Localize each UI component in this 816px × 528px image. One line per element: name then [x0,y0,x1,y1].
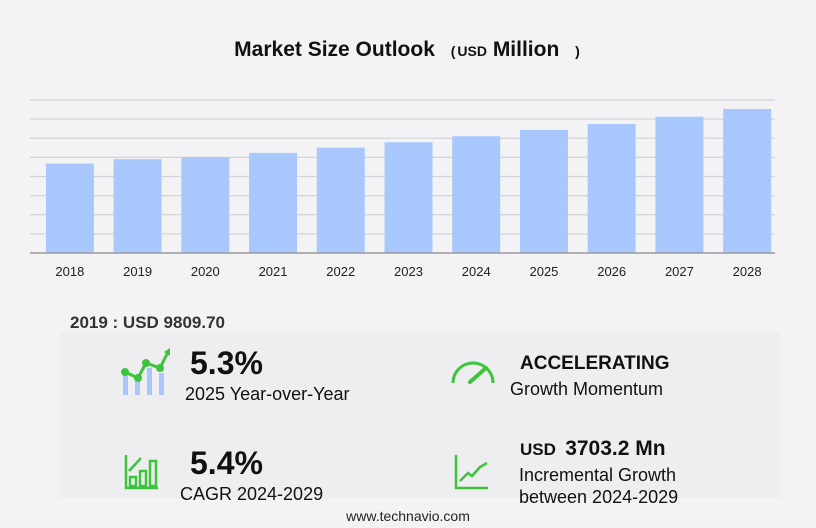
bar-2025 [519,129,568,253]
x-tick-label: 2020 [191,264,220,279]
cagr-label: CAGR 2024-2029 [180,484,324,504]
bar-2027 [655,116,704,253]
footer-url: www.technavio.com [346,508,470,524]
x-tick-label: 2022 [326,264,355,279]
incremental-label-1: Incremental Growth [519,465,677,485]
bar-2026 [587,123,636,253]
x-tick-label: 2027 [665,264,694,279]
momentum-value: ACCELERATING [520,353,670,374]
bar-2019 [113,159,162,253]
bar-growth-icon [124,455,158,490]
stats-panel [60,333,780,498]
bar-chart: 2018 2019 2020 2021 2022 2023 2024 2025 2026 2027… [30,99,775,279]
speedometer-icon [451,361,495,384]
title-unit: USD [457,43,487,59]
incremental-value: USD 3703.2 Mn [520,437,666,461]
bar-2028 [723,108,772,253]
title-main: Market Size Outlook [234,38,435,61]
x-tick-label: 2024 [462,264,491,279]
chart-title: Market Size Outlook (USD Million ) [0,38,816,62]
bar-2022 [316,147,365,253]
title-paren-close: ) [575,43,580,59]
x-tick-label: 2018 [55,264,84,279]
title-unit-word: Million [492,38,560,61]
bar-2024 [452,136,501,253]
yoy-value: 5.3% [190,345,263,381]
reference-value: 2019 : USD 9809.70 [70,313,225,332]
x-tick-label: 2025 [529,264,558,279]
incremental-label-2: between 2024-2029 [519,487,679,507]
x-tick-label: 2019 [123,264,152,279]
x-tick-label: 2021 [259,264,288,279]
title-paren-open: ( [450,43,456,59]
bar-2020 [181,157,230,253]
x-tick-label: 2026 [597,264,626,279]
line-growth-icon [454,455,488,490]
growth-chart-icon [121,348,170,395]
bar-2021 [249,152,298,253]
momentum-label: Growth Momentum [510,379,664,399]
cagr-value: 5.4% [190,445,263,481]
x-tick-label: 2028 [733,264,762,279]
incremental-currency: USD [520,440,556,459]
yoy-label: 2025 Year-over-Year [185,384,350,404]
bar-2018 [45,163,94,253]
incremental-amount: 3703.2 Mn [565,437,666,460]
bar-2023 [384,142,433,253]
x-tick-label: 2023 [394,264,423,279]
